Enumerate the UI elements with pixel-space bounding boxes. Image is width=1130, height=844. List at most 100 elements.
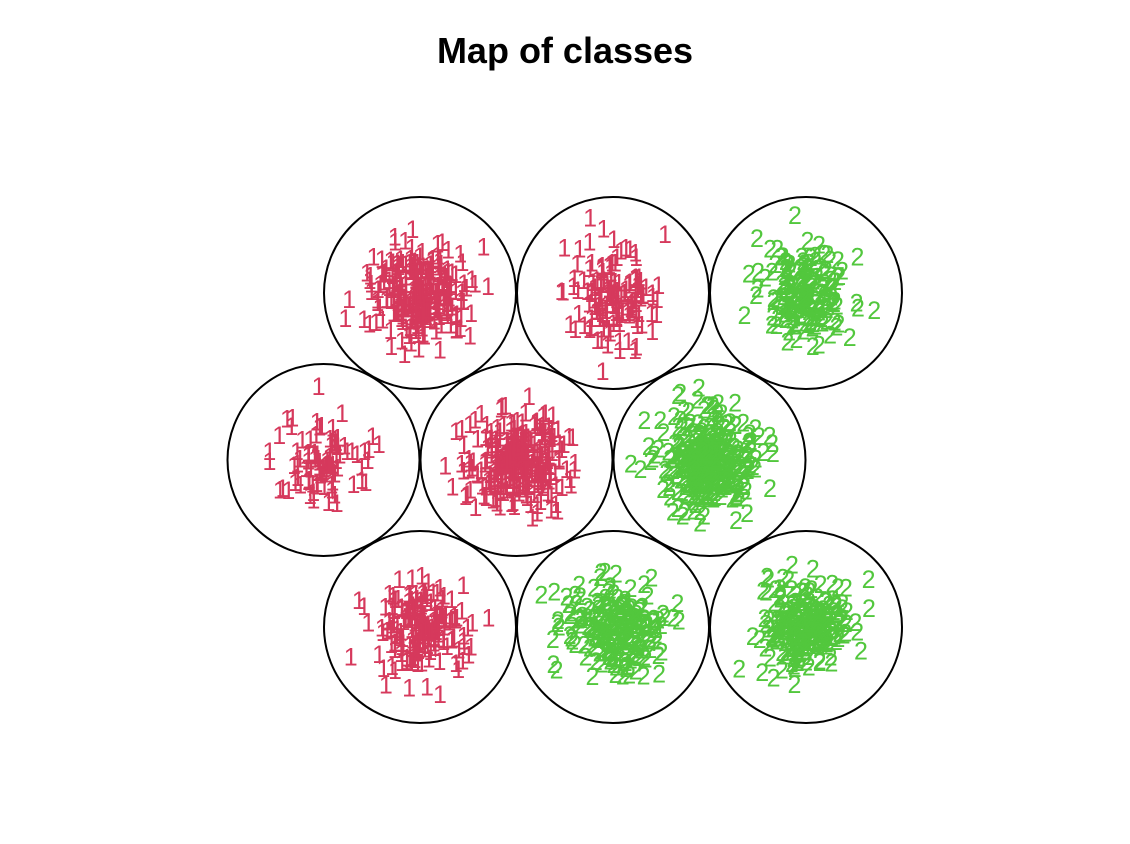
class-2-point: 2 xyxy=(768,251,782,279)
class-1-point: 1 xyxy=(611,297,625,325)
class-2-point: 2 xyxy=(797,283,811,311)
class-1-point: 1 xyxy=(308,446,322,474)
class-1-point: 1 xyxy=(612,270,626,298)
class-1-point: 1 xyxy=(329,429,343,457)
class-1-point: 1 xyxy=(290,450,304,478)
class-2-point: 2 xyxy=(637,407,651,435)
class-1-point: 1 xyxy=(502,456,516,484)
class-2-point: 2 xyxy=(796,293,810,321)
class-1-point: 1 xyxy=(385,262,399,290)
class-1-point: 1 xyxy=(364,271,378,299)
class-1-point: 1 xyxy=(594,326,608,354)
class-1-point: 1 xyxy=(312,373,326,401)
class-2-point: 2 xyxy=(784,284,798,312)
class-1-point: 1 xyxy=(490,414,504,442)
class-1-point: 1 xyxy=(433,337,447,365)
class-1-point: 1 xyxy=(439,297,453,325)
class-1-point: 1 xyxy=(518,443,532,471)
class-1-point: 1 xyxy=(513,453,527,481)
class-2-point: 2 xyxy=(806,310,820,338)
class-1-point: 1 xyxy=(505,430,519,458)
class-1-point: 1 xyxy=(375,246,389,274)
class-1-point: 1 xyxy=(571,277,585,305)
class-2-point: 2 xyxy=(830,313,844,341)
class-1-point: 1 xyxy=(527,431,541,459)
class-1-point: 1 xyxy=(420,299,434,327)
class-1-point: 1 xyxy=(449,418,463,446)
class-1-point: 1 xyxy=(407,283,421,311)
class-1-point: 1 xyxy=(602,276,616,304)
class-1-point: 1 xyxy=(435,275,449,303)
class-1-point: 1 xyxy=(584,280,598,308)
class-1-point: 1 xyxy=(501,450,515,478)
class-1-point: 1 xyxy=(462,446,476,474)
class-1-point: 1 xyxy=(477,234,491,262)
class-2-point: 2 xyxy=(676,503,690,531)
class-1-point: 1 xyxy=(409,301,423,329)
class-1-point: 1 xyxy=(415,275,429,303)
class-1-point: 1 xyxy=(509,473,523,501)
class-2-point: 2 xyxy=(783,250,797,278)
class-1-point: 1 xyxy=(520,464,534,492)
class-2-point: 2 xyxy=(795,281,809,309)
class-1-point: 1 xyxy=(428,279,442,307)
class-1-point: 1 xyxy=(310,473,324,501)
class-1-point: 1 xyxy=(493,418,507,446)
class-1-point: 1 xyxy=(399,251,413,279)
class-1-point: 1 xyxy=(450,316,464,344)
class-1-point: 1 xyxy=(614,238,628,266)
class-1-point: 1 xyxy=(395,250,409,278)
class-2-point: 2 xyxy=(782,293,796,321)
class-2-point: 2 xyxy=(784,257,798,285)
class-1-point: 1 xyxy=(585,250,599,278)
class-1-point: 1 xyxy=(567,457,581,485)
class-1-point: 1 xyxy=(521,472,535,500)
class-1-point: 1 xyxy=(357,306,371,334)
class-1-point: 1 xyxy=(518,400,532,428)
class-2-point: 2 xyxy=(824,274,838,302)
class-1-point: 1 xyxy=(309,422,323,450)
class-1-point: 1 xyxy=(515,466,529,494)
class-2-point: 2 xyxy=(802,302,816,330)
class-1-point: 1 xyxy=(572,236,586,264)
class-1-point: 1 xyxy=(440,256,454,284)
class-2-point: 2 xyxy=(798,250,812,278)
class-1-point: 1 xyxy=(520,471,534,499)
class-1-point: 1 xyxy=(392,280,406,308)
class-1-point: 1 xyxy=(507,474,521,502)
class-1-point: 1 xyxy=(429,296,443,324)
class-1-point: 1 xyxy=(396,308,410,336)
class-1-point: 1 xyxy=(629,334,643,362)
class-1-point: 1 xyxy=(533,414,547,442)
class-1-point: 1 xyxy=(604,284,618,312)
class-2-point: 2 xyxy=(814,288,828,316)
class-1-point: 1 xyxy=(489,449,503,477)
class-1-point: 1 xyxy=(627,287,641,315)
class-2-point: 2 xyxy=(720,465,734,493)
class-1-point: 1 xyxy=(387,273,401,301)
class-2-point: 2 xyxy=(835,258,849,286)
class-1-point: 1 xyxy=(301,447,315,475)
class-1-point: 1 xyxy=(421,257,435,285)
class-1-point: 1 xyxy=(548,459,562,487)
class-1-point: 1 xyxy=(533,413,547,441)
class-1-point: 1 xyxy=(434,311,448,339)
class-2-point: 2 xyxy=(827,290,841,318)
class-1-point: 1 xyxy=(403,288,417,316)
class-1-point: 1 xyxy=(313,462,327,490)
class-1-point: 1 xyxy=(415,290,429,318)
class-1-point: 1 xyxy=(410,250,424,278)
class-1-point: 1 xyxy=(419,289,433,317)
class-1-point: 1 xyxy=(384,287,398,315)
class-1-point: 1 xyxy=(544,497,558,525)
class-1-point: 1 xyxy=(534,460,548,488)
class-1-point: 1 xyxy=(502,437,516,465)
class-2-point: 2 xyxy=(779,306,793,334)
class-1-point: 1 xyxy=(492,454,506,482)
class-1-point: 1 xyxy=(639,274,653,302)
class-1-point: 1 xyxy=(414,290,428,318)
class-1-point: 1 xyxy=(515,472,529,500)
class-1-point: 1 xyxy=(445,474,459,502)
class-2-point: 2 xyxy=(814,292,828,320)
